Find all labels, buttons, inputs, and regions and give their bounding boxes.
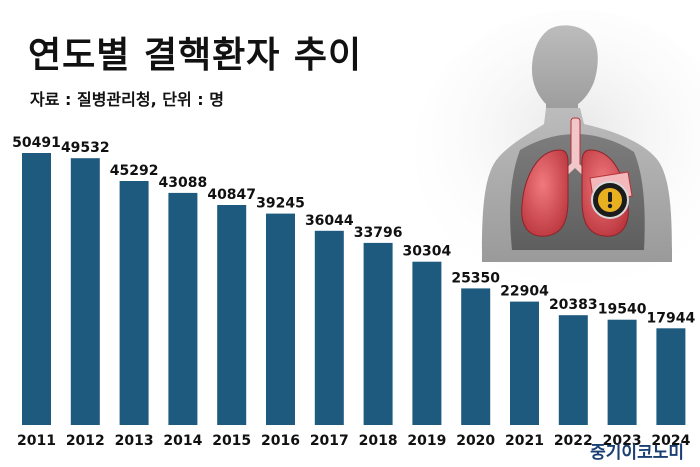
bar-2018 xyxy=(363,242,393,425)
value-label-2017: 36044 xyxy=(305,213,354,229)
x-tick-label-2016: 2016 xyxy=(261,433,300,449)
x-tick-label-2021: 2021 xyxy=(505,433,544,449)
value-label-2015: 40847 xyxy=(207,187,256,203)
value-label-2013: 45292 xyxy=(110,163,159,179)
x-tick-label-2023: 2023 xyxy=(603,433,642,449)
value-label-2016: 39245 xyxy=(256,196,305,212)
bar-2021 xyxy=(510,301,539,425)
x-tick-label-2018: 2018 xyxy=(359,433,398,449)
bar-2020 xyxy=(461,288,491,425)
warning-icon xyxy=(591,181,629,219)
value-label-2022: 20383 xyxy=(549,297,598,313)
value-label-2024: 17944 xyxy=(647,310,696,326)
bar-2014 xyxy=(168,192,198,425)
x-tick-label-2011: 2011 xyxy=(17,433,56,449)
x-tick-label-2020: 2020 xyxy=(456,433,495,449)
bar-2022 xyxy=(558,315,588,425)
x-tick-label-2022: 2022 xyxy=(554,433,593,449)
x-axis-labels: 2011 2012 2013 2014 2015 2016 2017 2018 2019 2020… xyxy=(17,433,691,449)
bar-2017 xyxy=(314,230,344,425)
x-tick-label-2012: 2012 xyxy=(66,433,105,449)
bar-2013 xyxy=(119,181,149,425)
bar-group xyxy=(22,153,686,425)
torso-illustration xyxy=(415,10,700,290)
x-tick-label-2024: 2024 xyxy=(651,433,690,449)
value-label-2020: 25350 xyxy=(451,270,500,286)
chart-subtitle: 자료 : 질병관리청, 단위 : 명 xyxy=(30,90,224,109)
value-label-2014: 43088 xyxy=(159,175,208,191)
value-label-2018: 33796 xyxy=(354,225,403,241)
source-logo: 중기이코노미 xyxy=(590,443,684,463)
bar-2024 xyxy=(656,328,686,425)
value-label-2021: 22904 xyxy=(500,284,549,300)
value-label-2019: 30304 xyxy=(403,244,452,260)
bar-2012 xyxy=(70,158,100,425)
bar-2019 xyxy=(412,261,442,425)
x-tick-label-2013: 2013 xyxy=(115,433,154,449)
bar-2023 xyxy=(607,319,637,425)
x-tick-label-2014: 2014 xyxy=(163,433,202,449)
bar-2015 xyxy=(217,205,247,425)
value-label-2023: 19540 xyxy=(598,302,647,318)
value-label-group: 50491 49532452924308840847392453604433796… xyxy=(12,135,695,326)
chart-title: 연도별 결핵환자 추이 xyxy=(28,35,363,76)
value-label-2012: 49532 xyxy=(61,140,110,156)
x-tick-label-2017: 2017 xyxy=(310,433,349,449)
bar-2011 xyxy=(22,153,51,425)
value-label-2011: 50491 xyxy=(12,135,61,151)
x-tick-label-2019: 2019 xyxy=(407,433,446,449)
x-tick-label-2015: 2015 xyxy=(212,433,251,449)
bar-2016 xyxy=(266,213,295,425)
